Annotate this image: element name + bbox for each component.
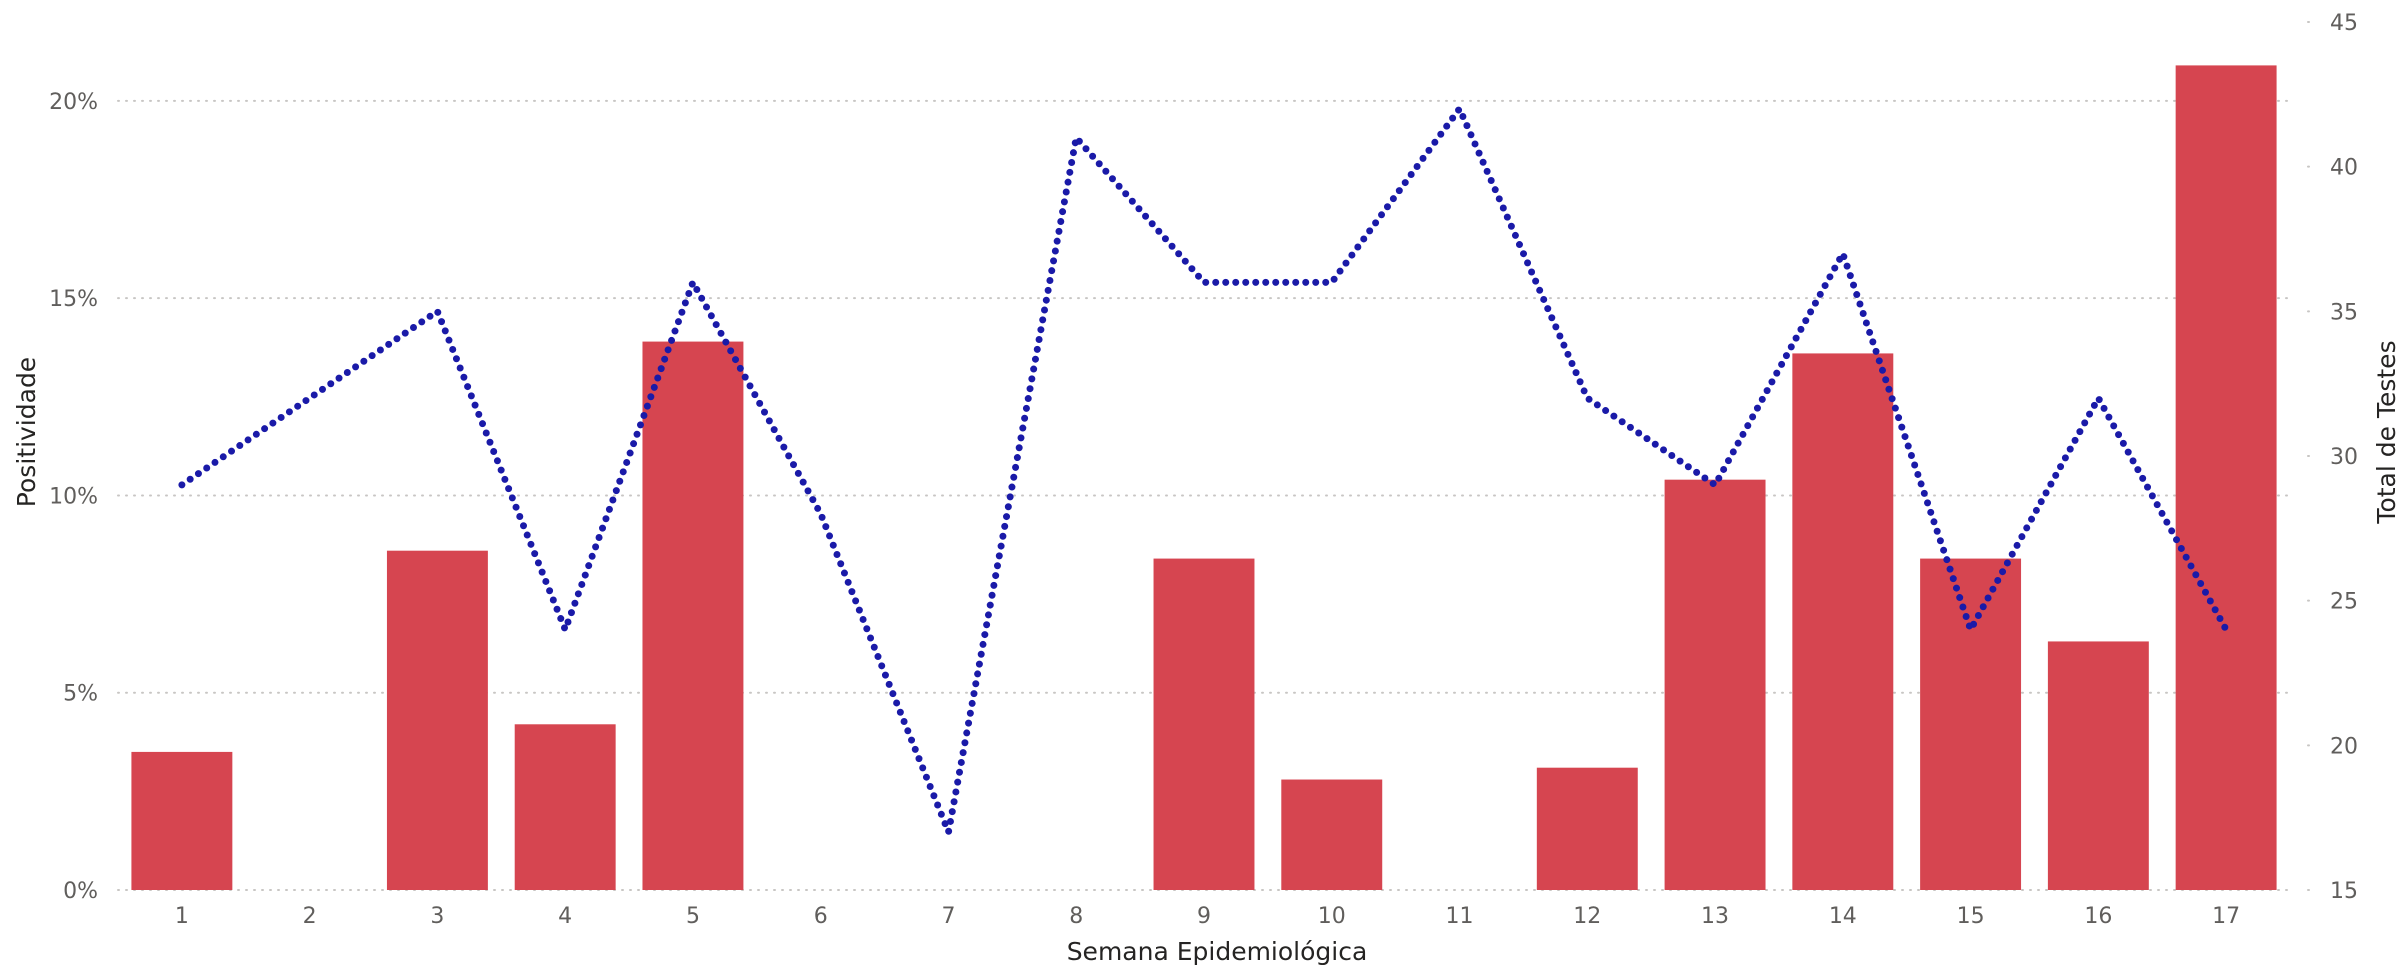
bar bbox=[1153, 558, 1255, 890]
left-tick-label: 0% bbox=[63, 879, 98, 904]
right-axis-title: Total de Testes bbox=[2372, 340, 2401, 524]
bar bbox=[131, 751, 233, 890]
left-tick-label: 10% bbox=[49, 484, 98, 509]
x-tick-label: 10 bbox=[1318, 904, 1346, 929]
left-axis: 0% 5% 10% 15% 20% bbox=[49, 90, 98, 904]
x-tick-label: 8 bbox=[1069, 904, 1083, 929]
bar bbox=[386, 550, 488, 890]
x-tick-label: 13 bbox=[1701, 904, 1729, 929]
x-tick-label: 9 bbox=[1197, 904, 1211, 929]
left-tick-label: 15% bbox=[49, 287, 98, 312]
x-tick-label: 2 bbox=[303, 904, 317, 929]
x-axis: 1 2 3 4 5 6 7 8 9 10 11 12 13 14 15 16 17 bbox=[175, 904, 2240, 929]
left-axis-title: Positividade bbox=[12, 357, 41, 507]
x-tick-label: 7 bbox=[941, 904, 955, 929]
x-tick-label: 15 bbox=[1957, 904, 1985, 929]
right-tick-label: 40 bbox=[2330, 156, 2358, 181]
bar bbox=[1920, 558, 2022, 890]
x-tick-label: 1 bbox=[175, 904, 189, 929]
x-axis-title: Semana Epidemiológica bbox=[1067, 937, 1368, 966]
bar bbox=[1536, 767, 1638, 890]
bar bbox=[1792, 353, 1894, 890]
x-tick-label: 12 bbox=[1573, 904, 1601, 929]
bar bbox=[514, 724, 616, 890]
line-series-total-testes bbox=[178, 105, 2230, 836]
x-tick-label: 3 bbox=[430, 904, 444, 929]
right-tick-label: 45 bbox=[2330, 11, 2358, 36]
bar bbox=[1664, 479, 1766, 890]
x-tick-label: 5 bbox=[686, 904, 700, 929]
bar-series bbox=[131, 65, 2277, 891]
right-tick-label: 35 bbox=[2330, 300, 2358, 325]
right-tick-label: 20 bbox=[2330, 734, 2358, 759]
bar bbox=[1281, 779, 1383, 890]
bar bbox=[2175, 65, 2277, 890]
x-tick-label: 14 bbox=[1829, 904, 1857, 929]
bar bbox=[2047, 641, 2149, 890]
x-tick-label: 16 bbox=[2084, 904, 2112, 929]
right-axis: 15 20 25 30 35 40 45 bbox=[2307, 11, 2358, 904]
right-tick-label: 25 bbox=[2330, 590, 2358, 615]
bar bbox=[642, 341, 744, 891]
left-tick-label: 5% bbox=[63, 682, 98, 707]
x-tick-label: 4 bbox=[558, 904, 572, 929]
x-tick-label: 6 bbox=[814, 904, 828, 929]
x-tick-label: 17 bbox=[2212, 904, 2240, 929]
x-tick-label: 11 bbox=[1446, 904, 1474, 929]
left-tick-label: 20% bbox=[49, 90, 98, 115]
right-tick-label: 30 bbox=[2330, 445, 2358, 470]
right-tick-label: 15 bbox=[2330, 879, 2358, 904]
